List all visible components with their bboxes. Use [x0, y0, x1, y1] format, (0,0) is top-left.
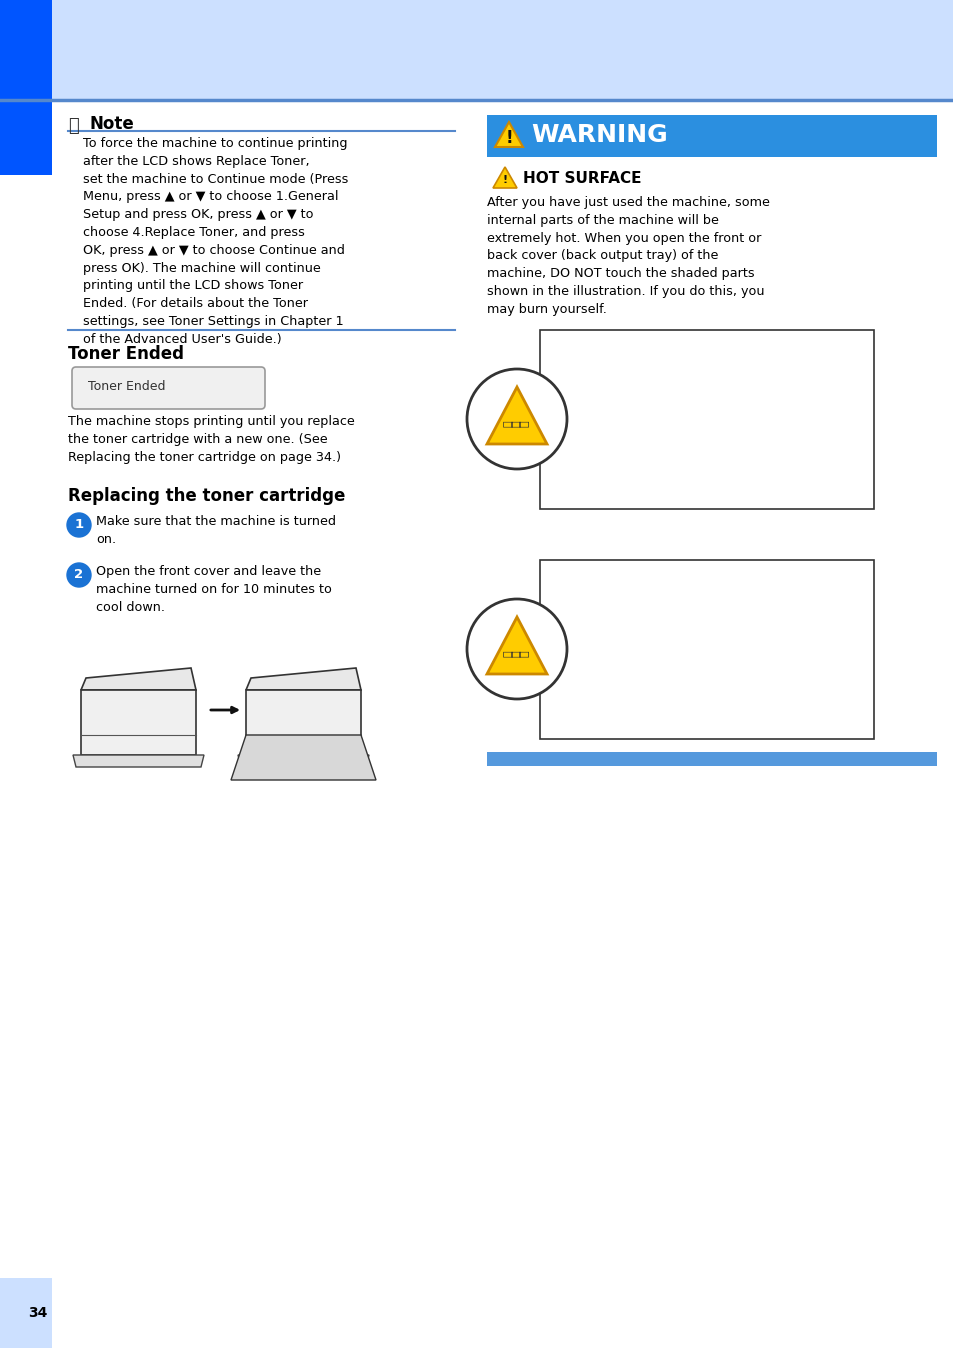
Text: To force the machine to continue printing
after the LCD shows Replace Toner,
set: To force the machine to continue printin… [83, 137, 348, 346]
Text: 〜: 〜 [503, 421, 514, 427]
Text: Open the front cover and leave the
machine turned on for 10 minutes to
cool down: Open the front cover and leave the machi… [96, 565, 332, 613]
Polygon shape [237, 755, 369, 767]
Text: Make sure that the machine is turned
on.: Make sure that the machine is turned on. [96, 515, 335, 546]
Bar [0, 0, 953, 100]
Text: HOT SURFACE: HOT SURFACE [522, 171, 640, 186]
Bar [0, 0, 52, 100]
Text: 〜: 〜 [519, 651, 530, 658]
Text: 📝: 📝 [68, 117, 79, 135]
Text: Replacing the toner cartridge: Replacing the toner cartridge [68, 487, 345, 506]
Circle shape [67, 563, 91, 586]
Polygon shape [495, 123, 522, 147]
Text: 〜: 〜 [519, 421, 530, 427]
Polygon shape [486, 387, 546, 443]
Text: 〜: 〜 [512, 421, 521, 427]
Polygon shape [246, 669, 360, 690]
Bar [486, 752, 936, 766]
Text: 2: 2 [74, 569, 84, 581]
Polygon shape [81, 669, 195, 690]
Polygon shape [246, 690, 360, 755]
FancyBboxPatch shape [71, 367, 265, 408]
Text: Note: Note [90, 115, 134, 133]
Text: After you have just used the machine, some
internal parts of the machine will be: After you have just used the machine, so… [486, 195, 769, 315]
Bar [0, 1278, 52, 1348]
Text: !: ! [505, 129, 513, 147]
Polygon shape [493, 167, 517, 187]
Circle shape [467, 599, 566, 700]
Text: Toner Ended: Toner Ended [68, 345, 184, 363]
Polygon shape [486, 617, 546, 674]
Polygon shape [231, 735, 375, 780]
Text: 1: 1 [74, 519, 84, 531]
Text: The machine stops printing until you replace
the toner cartridge with a new one.: The machine stops printing until you rep… [68, 415, 355, 464]
Text: 〜: 〜 [503, 651, 514, 658]
Text: 34: 34 [29, 1306, 48, 1320]
Text: !: ! [502, 175, 507, 185]
Circle shape [467, 369, 566, 469]
FancyBboxPatch shape [539, 330, 873, 510]
Polygon shape [81, 690, 195, 755]
Circle shape [67, 514, 91, 537]
Text: WARNING: WARNING [531, 123, 667, 147]
Polygon shape [73, 755, 204, 767]
Bar [486, 115, 936, 156]
Bar [0, 100, 52, 175]
Text: 〜: 〜 [512, 651, 521, 658]
Text: Toner Ended: Toner Ended [88, 380, 165, 394]
FancyBboxPatch shape [539, 559, 873, 739]
